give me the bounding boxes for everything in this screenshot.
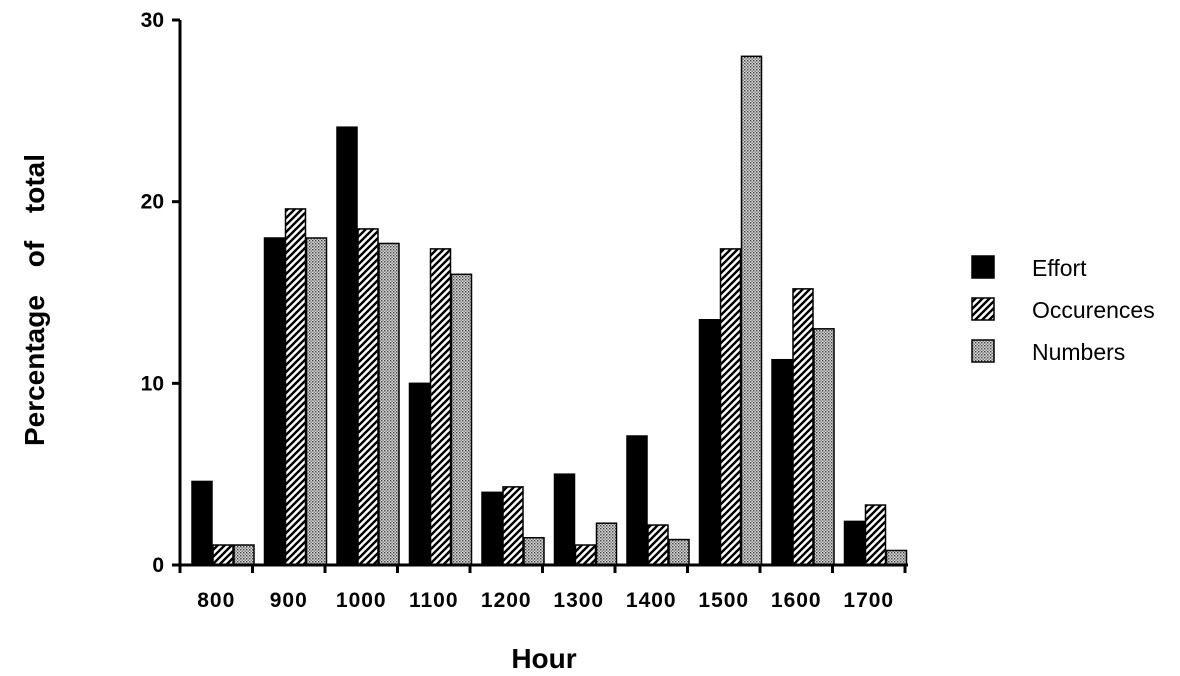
bar-effort-900 — [263, 237, 286, 566]
legend-label-numbers: Numbers — [1032, 339, 1125, 365]
bar-occurences-1500 — [719, 248, 742, 566]
legend-swatch-numbers — [971, 339, 995, 363]
legend: Effort Occurences Numbers — [971, 255, 1155, 365]
x-tick-label: 1200 — [481, 589, 532, 612]
bar-effort-1100 — [408, 382, 431, 566]
bar-numbers-1600 — [813, 328, 835, 566]
x-tick-label: 1000 — [336, 589, 387, 612]
bar-numbers-1100 — [450, 273, 473, 566]
bar-occurences-1600 — [792, 288, 814, 566]
bar-effort-1000 — [336, 126, 358, 566]
bars — [191, 55, 908, 566]
bar-numbers-800 — [233, 544, 255, 566]
bar-occurences-900 — [284, 208, 307, 566]
bar-occurences-1400 — [647, 524, 669, 566]
x-tick-label: 800 — [197, 589, 235, 612]
legend-swatch-effort — [971, 255, 995, 279]
legend-swatch-occurences — [971, 297, 995, 321]
bar-effort-1600 — [771, 358, 793, 566]
bar-numbers-1200 — [523, 537, 545, 566]
bar-occurences-1100 — [429, 248, 452, 566]
x-axis-title: Hour — [511, 643, 576, 674]
bar-numbers-1000 — [378, 242, 400, 566]
x-tick-label: 900 — [270, 589, 308, 612]
y-tick-label: 10 — [141, 372, 164, 395]
bar-occurences-1200 — [502, 486, 524, 566]
bar-occurences-1700 — [864, 504, 887, 566]
bar-numbers-1300 — [595, 522, 618, 566]
x-tick-label: 1500 — [698, 589, 749, 612]
y-axis-title: Percentage of total — [19, 154, 50, 446]
x-tick-label: 1400 — [626, 589, 677, 612]
bar-numbers-1400 — [668, 538, 690, 566]
y-ticks: 0 10 20 30 — [141, 9, 180, 577]
bar-occurences-1300 — [574, 544, 597, 566]
bar-numbers-900 — [305, 237, 328, 566]
x-tick-label: 1600 — [771, 589, 822, 612]
x-tick-label: 1300 — [553, 589, 604, 612]
bar-occurences-1000 — [357, 228, 379, 566]
bar-numbers-1700 — [885, 549, 908, 566]
bar-numbers-1500 — [740, 55, 763, 566]
bar-effort-1400 — [626, 435, 648, 566]
y-tick-label: 0 — [152, 554, 164, 577]
x-ticks: 800 900 1000 1100 1200 1300 1400 1500 1600 1700 — [178, 565, 907, 612]
x-tick-label: 1700 — [843, 589, 894, 612]
y-tick-label: 30 — [141, 9, 164, 32]
x-tick-label: 1100 — [409, 589, 459, 612]
bar-occurences-800 — [212, 544, 234, 566]
y-tick-label: 20 — [141, 191, 164, 214]
bar-effort-1200 — [481, 491, 503, 566]
legend-label-occurences: Occurences — [1032, 297, 1155, 323]
bar-effort-1300 — [553, 473, 576, 566]
bar-effort-1500 — [698, 319, 721, 566]
legend-label-effort: Effort — [1032, 255, 1087, 281]
bar-effort-1700 — [843, 520, 866, 566]
bar-effort-800 — [191, 480, 213, 566]
